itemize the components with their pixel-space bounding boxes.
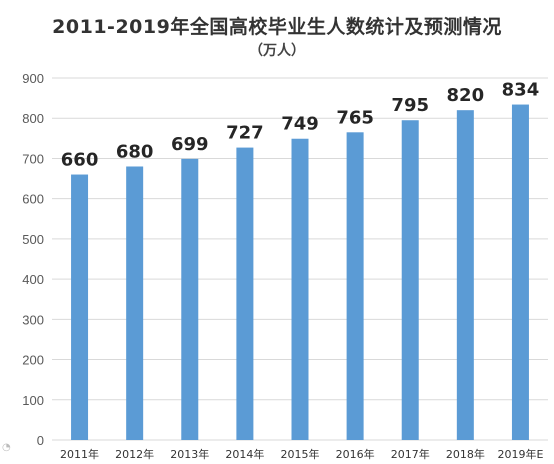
bars — [71, 104, 529, 441]
x-tick-label: 2017年 — [391, 447, 430, 461]
data-label: 749 — [281, 114, 319, 135]
chart-title: 2011-2019年全国高校毕业生人数统计及预测情况 — [52, 16, 502, 38]
x-tick-label: 2015年 — [281, 447, 320, 461]
x-tick-label: 2014年 — [225, 447, 264, 461]
data-label: 680 — [116, 141, 154, 162]
y-tick-label: 700 — [22, 151, 44, 166]
y-tick-label: 0 — [37, 433, 44, 448]
bar — [456, 110, 474, 440]
y-tick-label: 100 — [22, 393, 44, 408]
bar — [401, 120, 419, 440]
data-label: 699 — [171, 134, 209, 155]
y-tick-label: 200 — [22, 353, 44, 368]
y-tick-label: 600 — [22, 192, 44, 207]
y-axis-ticks: 0 100 200 300 400 500 600 700 800 900 — [22, 71, 44, 448]
data-label: 765 — [336, 107, 374, 128]
x-tick-label: 2012年 — [115, 447, 154, 461]
y-tick-label: 800 — [22, 111, 44, 126]
x-axis-ticks: 2011年 2012年 2013年 2014年 2015年 2016年 2017年 2018年… — [60, 447, 543, 461]
x-tick-label: 2018年 — [446, 447, 485, 461]
data-label: 795 — [391, 95, 429, 116]
bar — [71, 174, 89, 441]
bar — [346, 132, 364, 441]
watermark-icon: ◔ — [2, 442, 11, 453]
data-label: 727 — [226, 123, 264, 144]
data-label: 660 — [61, 150, 99, 171]
data-label: 820 — [447, 85, 485, 106]
bar — [126, 166, 144, 440]
bar — [236, 147, 254, 440]
data-label: 834 — [502, 80, 540, 101]
x-tick-label: 2013年 — [170, 447, 209, 461]
y-tick-label: 400 — [22, 272, 44, 287]
y-tick-label: 500 — [22, 232, 44, 247]
x-tick-label: 2016年 — [336, 447, 375, 461]
x-tick-label: 2011年 — [60, 447, 99, 461]
chart-subtitle: （万人） — [249, 43, 305, 59]
y-tick-label: 300 — [22, 312, 44, 327]
bar — [181, 158, 199, 440]
y-tick-label: 900 — [22, 71, 44, 86]
bar — [511, 104, 529, 441]
data-labels: 660 680 699 727 749 765 795 820 834 — [61, 80, 539, 171]
x-tick-label: 2019年E — [497, 447, 543, 461]
bar — [291, 138, 309, 441]
